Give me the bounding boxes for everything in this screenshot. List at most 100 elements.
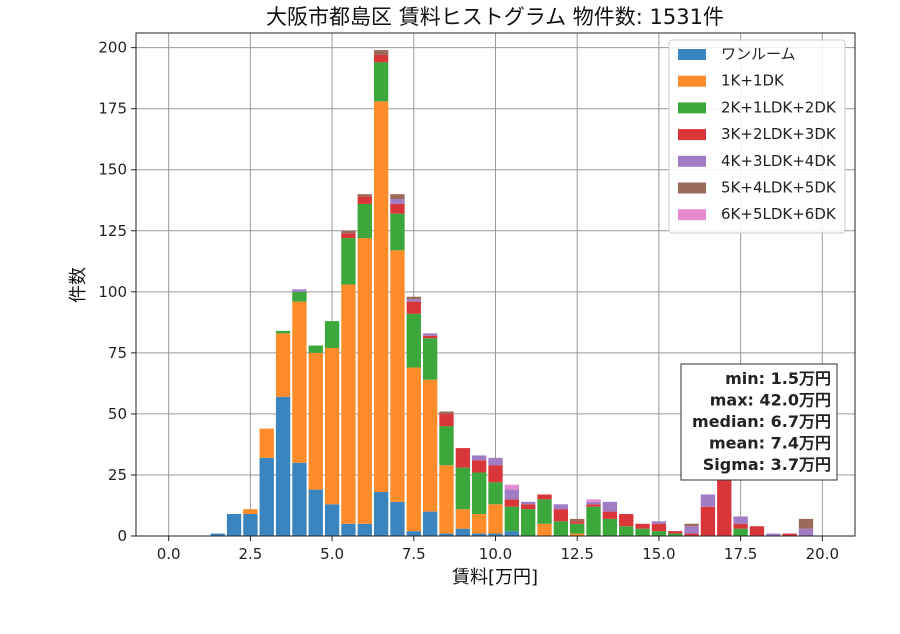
y-tick-label: 150 <box>98 161 127 179</box>
y-axis-label: 件数 <box>68 267 89 303</box>
y-tick-label: 0 <box>117 527 127 545</box>
bar-segment <box>488 533 503 536</box>
y-tick-label: 25 <box>108 466 127 484</box>
stats-line: Sigma: 3.7万円 <box>703 455 831 474</box>
x-tick-label: 17.5 <box>724 545 757 563</box>
bar-segment <box>341 523 356 536</box>
bar-segment <box>602 518 618 536</box>
bar-segment <box>341 230 356 234</box>
legend-label: 4K+3LDK+4DK <box>721 152 837 170</box>
bar-segment <box>422 333 438 336</box>
legend-swatch <box>678 129 706 141</box>
bar-segment <box>406 531 421 536</box>
bar-segment <box>570 521 585 524</box>
bar-segment <box>504 531 520 536</box>
legend-label: ワンルーム <box>721 45 796 63</box>
bar-segment <box>471 460 487 473</box>
bar-segment <box>422 511 438 536</box>
legend-label: 3K+2LDK+3DK <box>721 125 837 143</box>
bar-segment <box>439 426 454 466</box>
bar-segment <box>553 504 569 510</box>
bar-segment <box>504 484 520 490</box>
bar-segment <box>570 518 585 522</box>
bar-segment <box>684 526 699 534</box>
stats-box-frame <box>680 363 838 481</box>
bar-segment <box>275 333 291 397</box>
bar-segment <box>373 492 389 536</box>
bar-segment <box>782 533 797 536</box>
bar-segment <box>406 299 421 302</box>
bar-segment <box>521 509 536 536</box>
bar-segment <box>733 528 748 536</box>
bar-segment <box>471 514 487 534</box>
bar-segment <box>635 523 650 529</box>
bar-segment <box>439 465 454 534</box>
bar-segment <box>537 494 552 500</box>
bar-segment <box>341 238 356 285</box>
chart-title: 大阪市都島区 賃料ヒストグラム 物件数: 1531件 <box>266 5 724 29</box>
bar-segment <box>439 413 454 427</box>
x-tick-label: 2.5 <box>238 545 262 563</box>
bar-segment <box>390 501 405 536</box>
bar-segment <box>684 533 699 536</box>
bar-segment <box>357 203 372 239</box>
bar-segment <box>308 352 323 490</box>
stats-box: min: 1.5万円 max: 42.0万円 median: 6.7万円 mean: … <box>680 363 838 481</box>
bar-segment <box>504 506 520 532</box>
bar-segment <box>292 289 307 292</box>
bar-segment <box>471 533 487 536</box>
x-ticks: 0.0 2.5 5.0 7.5 10.0 12.5 15.0 17.5 20.0 <box>157 536 839 563</box>
y-tick-label: 100 <box>98 283 127 301</box>
bar-segment <box>733 523 748 529</box>
stats-line: median: 6.7万円 <box>692 412 831 431</box>
bar-segment <box>570 533 585 536</box>
bar-segment <box>455 528 470 536</box>
x-tick-label: 20.0 <box>806 545 839 563</box>
legend-swatch <box>678 49 706 60</box>
bar-segment <box>733 516 748 524</box>
bar-segment <box>357 196 372 204</box>
bar-segment <box>422 338 438 380</box>
bar-segment <box>651 521 667 524</box>
bar-segment <box>275 396 291 536</box>
legend-swatch <box>678 182 706 194</box>
x-tick-label: 12.5 <box>561 545 594 563</box>
legend-swatch <box>678 155 706 167</box>
x-tick-label: 7.5 <box>402 545 426 563</box>
x-axis-label: 賃料[万円] <box>452 567 538 588</box>
bar-segment <box>390 194 405 200</box>
bar-segment <box>259 457 274 536</box>
bar-segment <box>749 526 765 536</box>
bar-segment <box>357 238 372 524</box>
bar-segment <box>292 301 307 463</box>
bar-segment <box>488 504 503 534</box>
bar-segment <box>292 291 307 302</box>
bar-segment <box>373 62 389 102</box>
bar-segment <box>521 501 536 505</box>
bar-segment <box>700 494 716 507</box>
legend-swatch <box>678 102 706 114</box>
bar-segment <box>357 523 372 536</box>
legend-box <box>668 39 846 234</box>
bar-segment <box>635 528 650 536</box>
legend-label: 6K+5LDK+6DK <box>721 205 837 223</box>
bar-segment <box>521 504 536 510</box>
stats-line: mean: 7.4万円 <box>709 434 831 453</box>
bar-segment <box>390 213 405 251</box>
bar-segment <box>504 489 520 500</box>
bar-segment <box>488 482 503 505</box>
bar-segment <box>406 296 421 300</box>
legend-swatch <box>678 75 706 87</box>
bar-segment <box>357 194 372 197</box>
bar-segment <box>308 489 323 536</box>
bar-segment <box>766 533 781 536</box>
stats-line: max: 42.0万円 <box>710 391 831 410</box>
bar-segment <box>651 531 667 536</box>
bar-segment <box>553 521 569 536</box>
y-tick-label: 125 <box>98 222 127 240</box>
y-ticks: 0 25 50 75 100 125 150 175 200 <box>98 39 136 545</box>
bar-segment <box>406 367 421 532</box>
bar-segment <box>570 523 585 534</box>
